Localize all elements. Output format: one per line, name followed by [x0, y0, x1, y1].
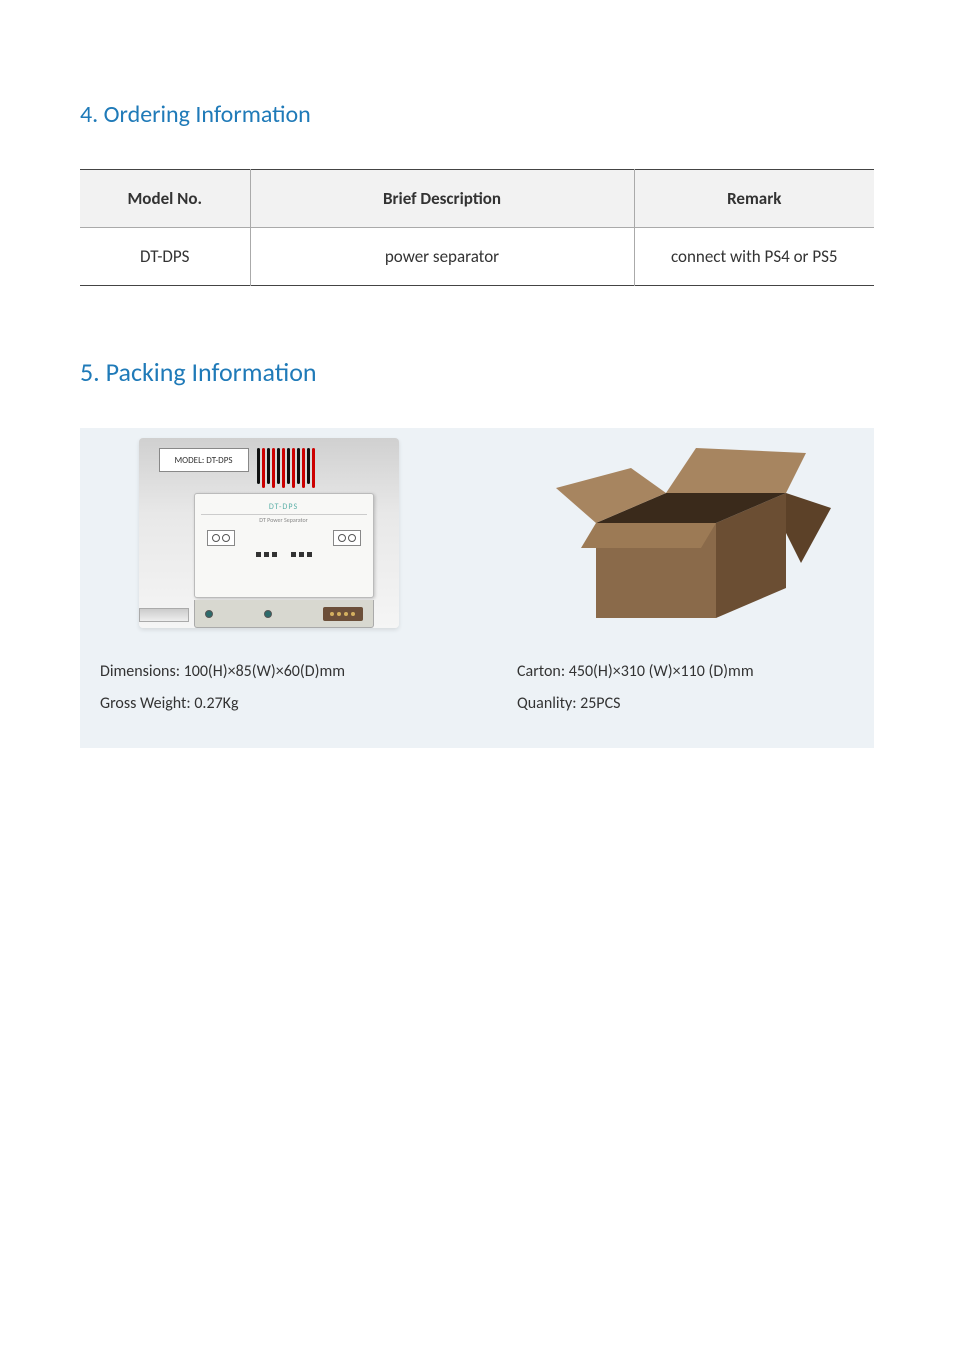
device-subtitle: DT Power Separator — [195, 516, 373, 524]
ordering-info-heading: 4. Ordering Information — [80, 100, 874, 129]
product-weight: Gross Weight: 0.27Kg — [80, 688, 457, 720]
cell-remark: connect with PS4 or PS5 — [634, 228, 874, 286]
model-label-plate: MODEL: DT-DPS — [159, 448, 249, 472]
ordering-table: Model No. Brief Description Remark DT-DP… — [80, 169, 874, 286]
port-icon — [207, 530, 235, 546]
col-header-description: Brief Description — [250, 170, 634, 228]
wires-icon — [257, 448, 389, 488]
carton-quantity: Quanlity: 25PCS — [497, 688, 874, 720]
device-title: DT-DPS — [201, 502, 367, 515]
product-image: MODEL: DT-DPS DT-DPS DT Power Separator — [80, 428, 457, 638]
cell-description: power separator — [250, 228, 634, 286]
carton-image — [497, 428, 874, 638]
led-icon — [205, 610, 213, 618]
port-icon — [333, 530, 361, 546]
device-illustration: MODEL: DT-DPS DT-DPS DT Power Separator — [139, 438, 399, 628]
carton-column: Carton: 450(H)×310 (W)×110 (D)mm Quanlit… — [497, 428, 874, 720]
carton-dimensions: Carton: 450(H)×310 (W)×110 (D)mm — [497, 656, 874, 688]
table-row: DT-DPS power separator connect with PS4 … — [80, 228, 874, 286]
product-column: MODEL: DT-DPS DT-DPS DT Power Separator — [80, 428, 457, 720]
col-header-remark: Remark — [634, 170, 874, 228]
packing-info-heading: 5. Packing Information — [80, 356, 874, 388]
product-dimensions: Dimensions: 100(H)×85(W)×60(D)mm — [80, 656, 457, 688]
table-header-row: Model No. Brief Description Remark — [80, 170, 874, 228]
din-rail — [139, 608, 189, 622]
hole-icon — [264, 610, 272, 618]
device-body: DT-DPS DT Power Separator — [194, 493, 374, 598]
cell-model: DT-DPS — [80, 228, 250, 286]
packing-panel: MODEL: DT-DPS DT-DPS DT Power Separator — [80, 428, 874, 748]
col-header-model: Model No. — [80, 170, 250, 228]
device-base — [194, 600, 374, 628]
carton-illustration — [536, 433, 836, 633]
terminal-icon — [323, 607, 363, 621]
